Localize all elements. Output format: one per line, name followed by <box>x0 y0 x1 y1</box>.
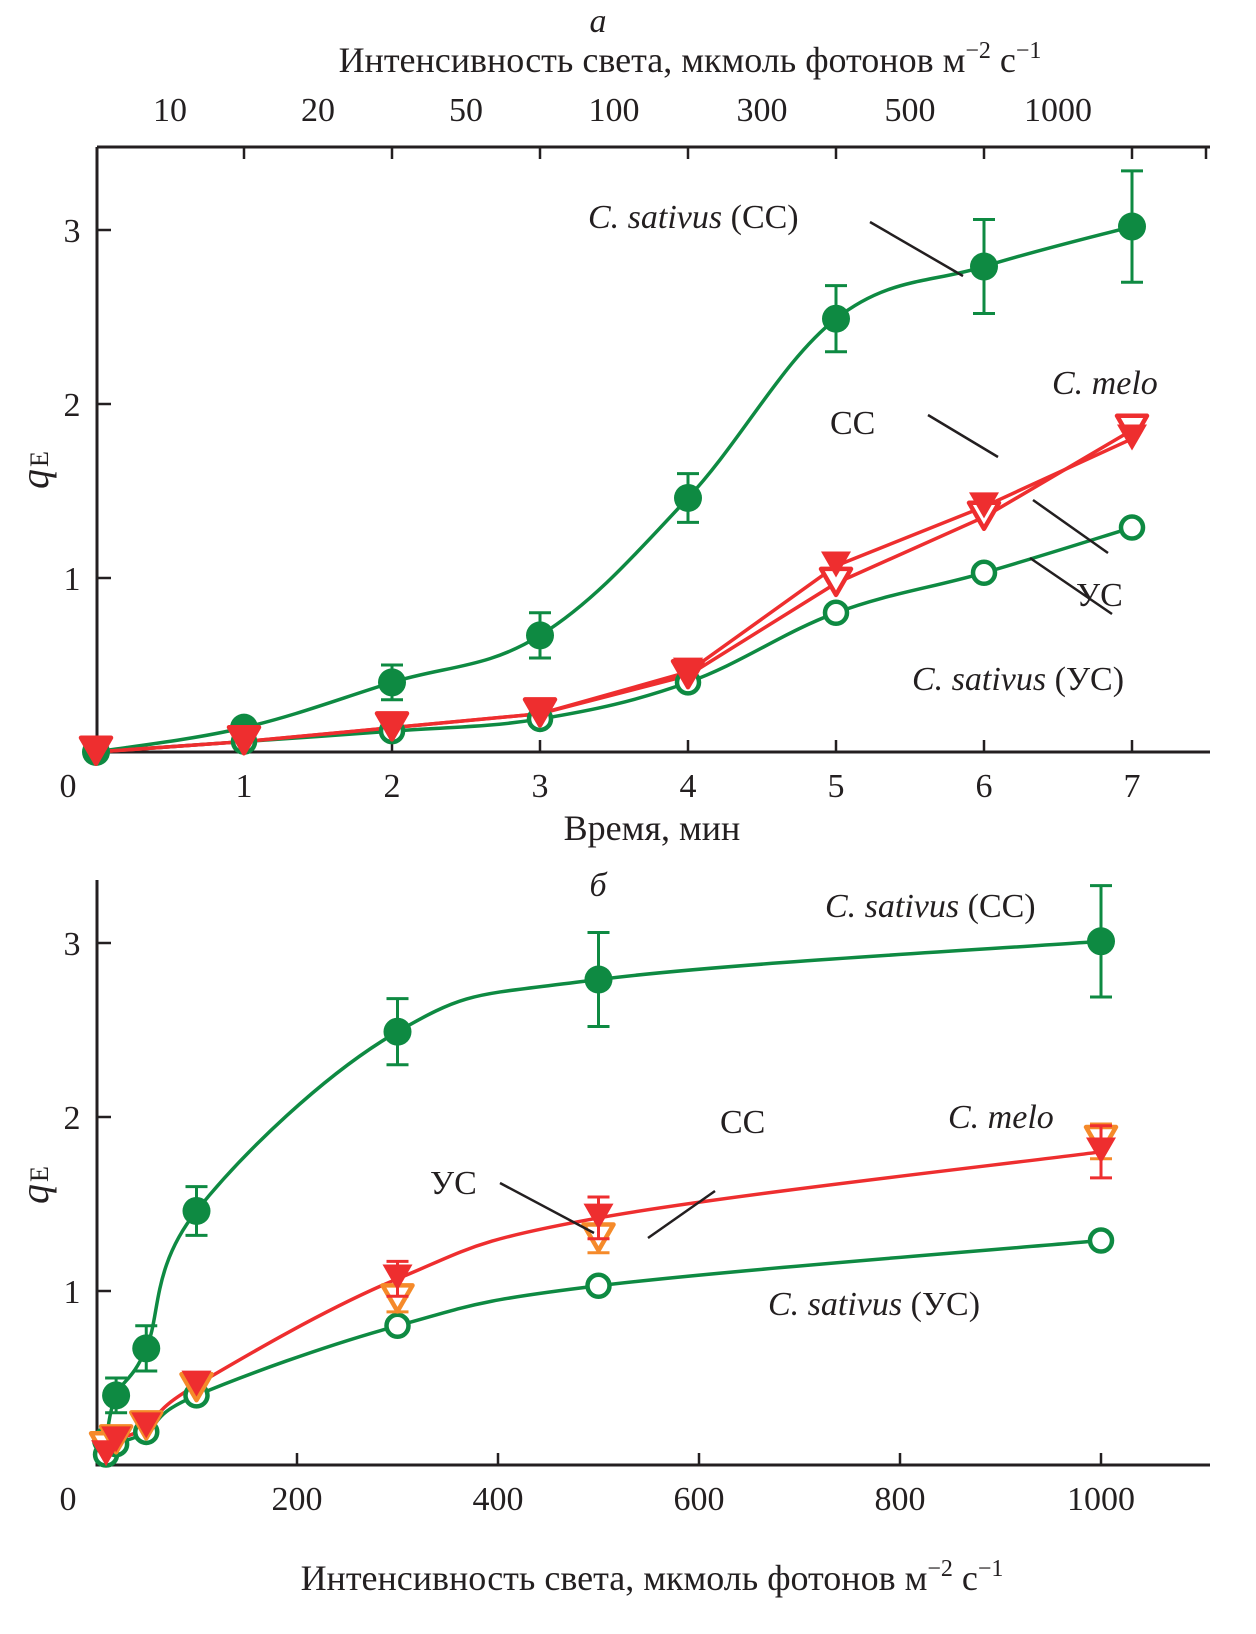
panel-a-point-sativus-cc <box>378 668 406 697</box>
panel-b-y-tick-label: 3 <box>64 926 81 963</box>
panel-b-annot-uc: УС <box>430 1165 477 1202</box>
panel-a-x-tick-label: 4 <box>680 768 697 805</box>
panel-b-line-0 <box>104 939 1102 1442</box>
panel-b-point-melo-cc <box>181 1370 212 1397</box>
panel-a-point-melo-cc <box>969 492 999 519</box>
panel-a-top-axis-title: Интенсивность света, мкмоль фотонов м−2 … <box>339 38 1042 80</box>
panel-b-axes <box>95 880 1210 1467</box>
panel-a-y-tick-label: 1 <box>64 561 81 598</box>
panel-b-line-2 <box>104 1150 1102 1456</box>
panel-a-x-tick-label: 5 <box>828 768 845 805</box>
panel-a-leader-sativus-cc <box>869 220 964 278</box>
panel-b-marks <box>88 884 1119 1468</box>
panel-b-annot-melo: C. melo <box>948 1099 1054 1136</box>
panel-a-point-sativus-cc <box>822 304 850 333</box>
panel-a-annot-sativus-cc: C. sativus (CC) <box>588 199 799 236</box>
panel-b-leader-uc <box>499 1181 595 1235</box>
panel-a-line-3 <box>95 428 1133 754</box>
panel-b-x-axis-title: Интенсивность света, мкмоль фотонов м−2 … <box>301 1556 1004 1598</box>
panel-a-x-axis-title: Время, мин <box>564 808 741 848</box>
panel-a-annot-cc: CC <box>830 405 875 442</box>
panel-a-label: а <box>590 3 607 40</box>
panel-a-top-tick-label: 300 <box>737 92 788 129</box>
panel-b-point-sativus-cc <box>584 965 613 994</box>
panel-a-point-sativus-cc <box>1118 212 1146 241</box>
panel-a-y-axis-title: qE <box>12 451 57 489</box>
panel-b-point-sativus-uc <box>1087 1227 1115 1254</box>
panel-a-point-melo-cc <box>525 699 555 726</box>
panel-b-point-sativus-cc <box>1087 927 1115 956</box>
panel-a-x-tick-label: 2 <box>384 768 401 805</box>
panel-b-point-sativus-uc <box>585 1272 612 1300</box>
panel-b: 0 200 400 600 800 1000 1 2 3 б Интенсивность све… <box>12 867 1210 1598</box>
panel-a-point-melo-cc <box>673 657 703 684</box>
panel-a-point-melo-cc <box>1117 424 1147 451</box>
panel-b-x-tick-label: 800 <box>875 1481 926 1518</box>
panel-a-point-sativus-cc <box>674 483 702 512</box>
panel-b-x-tick-label: 0 <box>60 1481 77 1518</box>
panel-b-leader-cc <box>647 1189 716 1240</box>
panel-b-point-sativus-cc <box>182 1196 211 1225</box>
panel-a-point-sativus-uc <box>970 559 998 587</box>
panel-a-top-tick-label: 1000 <box>1024 92 1092 129</box>
panel-b-x-tick-label: 400 <box>473 1481 524 1518</box>
panel-a-top-tick-label: 10 <box>153 92 187 129</box>
panel-b-y-tick-label: 2 <box>64 1100 81 1137</box>
panel-a-point-melo-cc <box>81 737 111 764</box>
panel-b-annot-sativus-uc: C. sativus (УС) <box>768 1286 980 1323</box>
panel-b-point-melo-cc <box>131 1412 162 1439</box>
panel-a-leader-cc <box>927 413 999 459</box>
panel-a-y-tick-label: 3 <box>64 213 81 250</box>
panel-a-leader-uc <box>1032 498 1109 555</box>
panel-a-leader-sativus-uc <box>1029 556 1113 616</box>
panel-a-y-tick-label: 2 <box>64 387 81 424</box>
panel-b-annot-cc: CC <box>720 1104 765 1141</box>
panel-a-annot-melo: C. melo <box>1052 365 1158 402</box>
panel-b-point-melo-cc <box>101 1426 132 1453</box>
panel-a-marks <box>78 169 1150 766</box>
panel-a-x-tick-label: 6 <box>976 768 993 805</box>
panel-b-y-tick-label: 1 <box>64 1274 81 1311</box>
panel-b-line-1 <box>104 1238 1102 1456</box>
panel-b-x-tick-label: 600 <box>674 1481 725 1518</box>
panel-a-top-tick-label: 100 <box>589 92 640 129</box>
panel-a-curves <box>95 224 1133 754</box>
panel-a-point-melo-cc <box>821 551 851 578</box>
panel-a-point-melo-cc <box>377 713 407 740</box>
panel-b-point-sativus-uc <box>384 1312 411 1340</box>
panel-a-x-tick-label: 1 <box>236 768 253 805</box>
panel-a-line-0 <box>95 224 1133 754</box>
panel-b-y-axis-title: qE <box>12 1166 57 1204</box>
panel-a-point-sativus-cc <box>970 252 998 281</box>
panel-a-x-tick-label: 3 <box>532 768 549 805</box>
panel-b-annot-sativus-cc: C. sativus (CC) <box>825 888 1036 925</box>
panel-b-point-melo-cc <box>583 1203 614 1230</box>
panel-a-point-sativus-cc <box>526 621 554 650</box>
panel-a-x-tick-label: 7 <box>1124 768 1141 805</box>
panel-a-point-melo-cc <box>229 727 259 754</box>
panel-b-label: б <box>589 867 608 904</box>
panel-b-point-sativus-cc <box>132 1334 161 1363</box>
panel-b-point-melo-cc <box>382 1264 413 1291</box>
panel-a-top-tick-labels: 10 20 50 100 300 500 1000 <box>153 92 1092 129</box>
panel-a-x-tick-label: 0 <box>60 768 77 805</box>
panel-a: а Интенсивность света, мкмоль фотонов м−… <box>12 3 1210 848</box>
panel-a-point-sativus-uc <box>822 599 850 627</box>
panel-a-top-tick-label: 50 <box>449 92 483 129</box>
panel-a-point-sativus-uc <box>1118 514 1146 541</box>
panel-b-point-sativus-cc <box>102 1381 131 1410</box>
panel-b-ticks: 0 200 400 600 800 1000 1 2 3 <box>60 926 1136 1518</box>
panel-b-point-sativus-cc <box>383 1017 412 1046</box>
panel-a-top-tick-label: 500 <box>885 92 936 129</box>
panel-b-x-tick-label: 1000 <box>1067 1481 1135 1518</box>
panel-b-point-melo-cc <box>1086 1137 1116 1164</box>
panel-a-ticks: 0 1 2 3 4 5 6 7 1 2 3 <box>60 147 1208 805</box>
panel-a-top-tick-label: 20 <box>301 92 335 129</box>
panel-a-annot-sativus-uc: C. sativus (УС) <box>912 661 1124 698</box>
panel-b-x-tick-label: 200 <box>272 1481 323 1518</box>
